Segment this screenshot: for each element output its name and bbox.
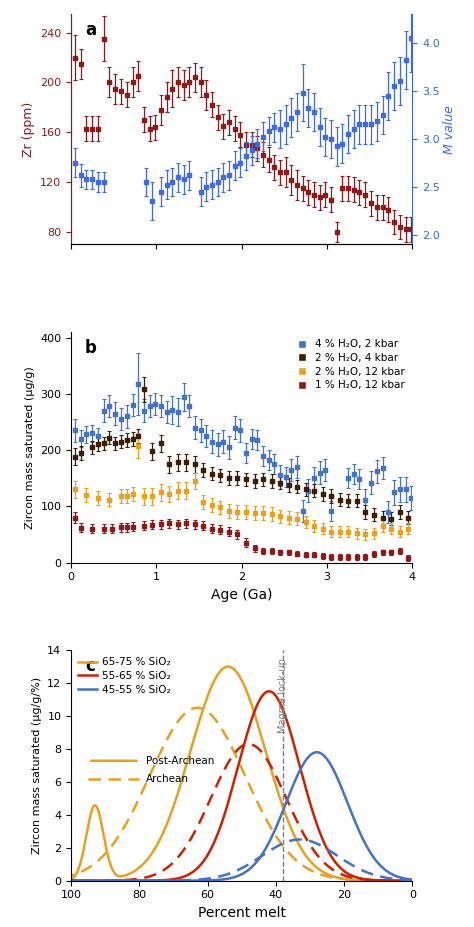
Text: Magma lock-up: Magma lock-up [278, 658, 288, 733]
Legend: 65-75 % SiO₂, 55-65 % SiO₂, 45-55 % SiO₂: 65-75 % SiO₂, 55-65 % SiO₂, 45-55 % SiO₂ [76, 655, 173, 697]
Text: c: c [85, 657, 95, 675]
X-axis label: Age (Ga): Age (Ga) [211, 588, 273, 602]
Legend: 4 % H₂O, 2 kbar, 2 % H₂O, 4 kbar, 2 % H₂O, 12 kbar, 1 % H₂O, 12 kbar: 4 % H₂O, 2 kbar, 2 % H₂O, 4 kbar, 2 % H₂… [289, 337, 407, 392]
Text: Post-Archean: Post-Archean [146, 756, 215, 766]
Text: Archean: Archean [146, 774, 189, 784]
Y-axis label: M value: M value [443, 105, 456, 154]
Text: b: b [85, 339, 97, 357]
Text: a: a [85, 20, 96, 39]
Y-axis label: Zr (ppm): Zr (ppm) [22, 102, 35, 157]
Y-axis label: Zircon mass saturated (μg/g): Zircon mass saturated (μg/g) [25, 366, 35, 528]
Y-axis label: Zircon mass saturated (μg/g/%): Zircon mass saturated (μg/g/%) [32, 677, 42, 854]
X-axis label: Percent melt: Percent melt [198, 906, 286, 920]
